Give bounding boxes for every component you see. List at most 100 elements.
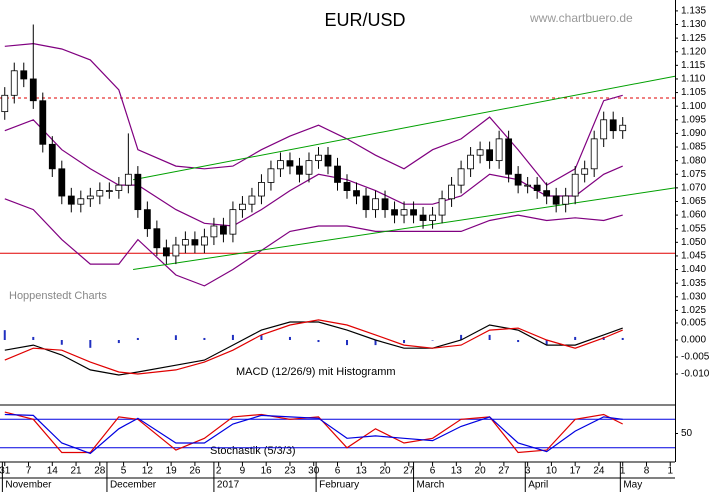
x-tick-label: 27: [498, 466, 510, 477]
candle-body: [457, 168, 465, 186]
candle-body: [153, 228, 161, 249]
month-label: March: [417, 480, 445, 491]
y-tick-label: 1.125: [681, 33, 706, 44]
x-tick-label: 2: [216, 466, 222, 477]
x-tick-label: 7: [26, 466, 32, 477]
candle-body: [505, 138, 513, 175]
x-tick-label: 1: [667, 466, 673, 477]
candle-body: [39, 100, 47, 145]
candle-body: [239, 203, 246, 211]
candle-body: [201, 236, 208, 246]
candle-body: [277, 160, 284, 170]
candle-body: [524, 184, 532, 187]
x-tick-label: 12: [142, 466, 154, 477]
candle-body: [220, 225, 227, 235]
x-tick-label: 6: [430, 466, 436, 477]
candle-body: [334, 165, 341, 183]
histogram-bar: [374, 340, 377, 346]
x-tick-label: 19: [166, 466, 178, 477]
month-label: February: [319, 480, 359, 491]
candle-body: [362, 195, 370, 211]
candle-body: [162, 247, 170, 257]
y-tick-label: 50: [681, 428, 693, 439]
candle-body: [600, 119, 608, 140]
x-tick-label: 21: [70, 466, 82, 477]
trend-line: [133, 187, 676, 270]
month-label: November: [5, 480, 52, 491]
candle-body: [1, 94, 9, 113]
x-tick-label: 23: [284, 466, 296, 477]
histogram-bar: [60, 340, 63, 345]
candle-body: [210, 225, 218, 238]
watermark: www.chartbuero.de: [529, 11, 633, 25]
trend-line: [133, 75, 676, 181]
x-tick-label: 9: [240, 466, 246, 477]
x-tick-label: 6: [335, 466, 341, 477]
x-tick-label: 28: [94, 466, 106, 477]
y-tick-label: 1.070: [681, 183, 706, 194]
x-tick-label: 30: [308, 466, 320, 477]
y-tick-label: 1.105: [681, 87, 706, 98]
histogram-bar: [203, 337, 206, 340]
y-tick-label: 0.000: [681, 335, 706, 346]
indicator-line: [4, 411, 623, 454]
y-tick-label: 1.055: [681, 223, 706, 234]
histogram-bar: [488, 334, 491, 340]
histogram-bar: [545, 340, 548, 346]
histogram-bar: [288, 336, 291, 340]
indicator-line: [4, 321, 623, 376]
candle-body: [400, 209, 408, 216]
candle-body: [48, 143, 56, 170]
histogram-bar: [403, 340, 406, 344]
x-tick-label: 20: [475, 466, 487, 477]
y-tick-label: 1.090: [681, 128, 706, 139]
candle-body: [67, 195, 75, 205]
candle-body: [86, 195, 94, 200]
chart-title: EUR/USD: [324, 10, 405, 30]
candle-body: [609, 119, 617, 132]
candle-body: [571, 173, 579, 197]
y-tick-label: 1.135: [681, 6, 706, 17]
x-tick-label: 3: [525, 466, 531, 477]
y-tick-label: 1.065: [681, 196, 706, 207]
month-label: December: [110, 480, 157, 491]
histogram-bar: [3, 330, 6, 340]
y-tick-label: 1.080: [681, 155, 706, 166]
candle-body: [467, 154, 474, 170]
x-tick-label: 13: [451, 466, 463, 477]
y-tick-label: 1.085: [681, 142, 706, 153]
candle-body: [514, 173, 522, 186]
candle-body: [562, 195, 570, 205]
band-line: [4, 42, 623, 186]
candle-body: [143, 209, 151, 230]
candle-body: [172, 244, 180, 257]
histogram-bar: [117, 340, 120, 344]
y-tick-label: 1.115: [681, 60, 706, 71]
y-tick-label: 1.050: [681, 237, 706, 248]
candle-body: [248, 195, 256, 205]
candle-body: [315, 154, 322, 162]
y-tick-label: 0.005: [681, 318, 706, 329]
y-tick-label: 1.035: [681, 278, 706, 289]
candle-body: [343, 182, 351, 191]
histogram-bar: [136, 337, 139, 340]
candle-body: [410, 209, 417, 216]
candle-body: [191, 239, 199, 246]
y-tick-label: -0.005: [681, 352, 710, 363]
candle-body: [134, 173, 142, 211]
month-label: 2017: [217, 480, 240, 491]
histogram-bar: [621, 337, 624, 340]
histogram-bar: [317, 340, 320, 343]
indicator-line: [4, 413, 623, 455]
candle-body: [543, 190, 551, 197]
candle-body: [381, 198, 389, 211]
x-tick-label: 13: [356, 466, 368, 477]
histogram-bar: [460, 334, 463, 340]
x-tick-label: 20: [379, 466, 391, 477]
band-line: [4, 198, 623, 287]
x-tick-label: 8: [644, 466, 650, 477]
indicator-label: MACD (12/26/9) mit Histogramm: [236, 366, 396, 378]
candle-body: [105, 190, 113, 192]
x-tick-label: 10: [546, 466, 558, 477]
histogram-bar: [517, 340, 520, 343]
